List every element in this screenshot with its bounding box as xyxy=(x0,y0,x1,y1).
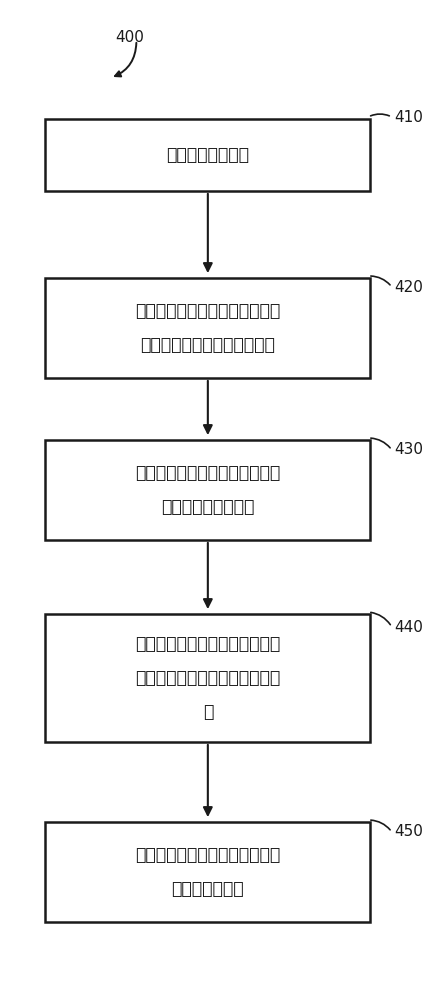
Text: 以获得转置输入数据: 以获得转置输入数据 xyxy=(161,498,255,516)
Bar xyxy=(45,822,370,922)
Bar xyxy=(45,440,370,540)
Text: 410: 410 xyxy=(394,109,423,124)
Bar xyxy=(45,278,370,378)
Text: 450: 450 xyxy=(394,824,423,840)
Text: 420: 420 xyxy=(394,279,423,294)
Text: 将批量输入数据的通道维度转换: 将批量输入数据的通道维度转换 xyxy=(135,302,281,320)
Text: 从转置输入数据中去除组维度以: 从转置输入数据中去除组维度以 xyxy=(135,635,281,653)
Text: 400: 400 xyxy=(116,30,144,45)
Text: 430: 430 xyxy=(394,442,423,458)
Text: 440: 440 xyxy=(394,619,423,635)
Text: 据: 据 xyxy=(203,703,213,721)
Text: 基于降维输入数据确定每个子通: 基于降维输入数据确定每个子通 xyxy=(135,846,281,864)
Text: 获得批量输入数据的降维输入数: 获得批量输入数据的降维输入数 xyxy=(135,669,281,687)
Text: 接收批量输入数据: 接收批量输入数据 xyxy=(166,146,249,164)
Bar xyxy=(45,119,370,191)
Bar xyxy=(45,614,370,742)
Text: 为组维度和子通道维度的组合: 为组维度和子通道维度的组合 xyxy=(140,336,275,354)
Text: 对组维度和子通道维度进行转置: 对组维度和子通道维度进行转置 xyxy=(135,464,281,482)
Text: 道的均值和方差: 道的均值和方差 xyxy=(171,880,244,898)
